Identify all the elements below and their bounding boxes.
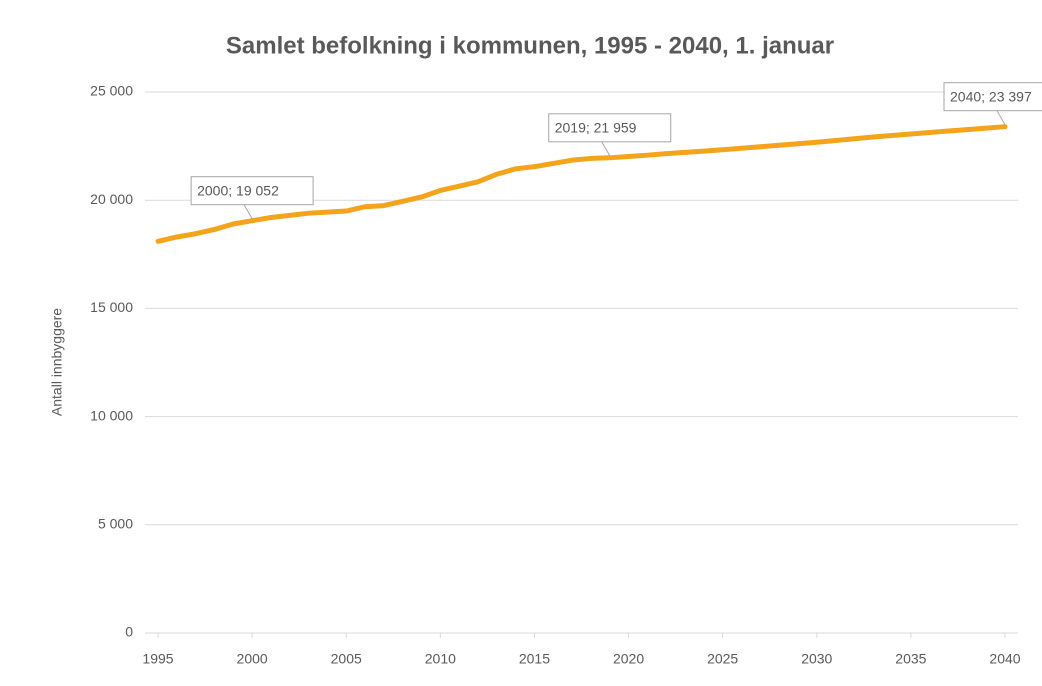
callout-box [943, 82, 1042, 112]
chart-title: Samlet befolkning i kommunen, 1995 - 204… [226, 32, 834, 59]
data-label: 2000; 19 052 [197, 182, 279, 198]
y-axis-label: Antall innbyggere [49, 308, 65, 416]
x-tick-label: 2040 [989, 651, 1020, 667]
x-tick-label: 2000 [237, 651, 268, 667]
y-tick-label: 20 000 [90, 191, 133, 207]
data-label: 2040; 23 397 [950, 88, 1032, 104]
y-tick-label: 15 000 [90, 299, 133, 315]
x-tick-label: 2015 [519, 651, 550, 667]
y-tick-label: 0 [125, 624, 133, 640]
callout-pointer [243, 204, 253, 219]
x-tick-label: 2030 [801, 651, 832, 667]
y-tick-label: 25 000 [90, 83, 133, 99]
data-label: 2019; 21 959 [555, 120, 637, 136]
x-tick-label: 1995 [142, 651, 173, 667]
line [155, 124, 1008, 244]
x-tick-label: 2025 [707, 651, 738, 667]
callout-box [190, 176, 314, 206]
y-tick-label: 10 000 [90, 407, 133, 423]
x-tick-label: 2010 [425, 651, 456, 667]
x-tick-label: 2020 [613, 651, 644, 667]
y-tick-label: 5 000 [98, 516, 133, 532]
x-tick-label: 2005 [331, 651, 362, 667]
callout-pointer [996, 110, 1006, 125]
callout-pointer [601, 141, 611, 157]
x-tick-label: 2035 [895, 651, 926, 667]
callout-box [548, 113, 672, 143]
